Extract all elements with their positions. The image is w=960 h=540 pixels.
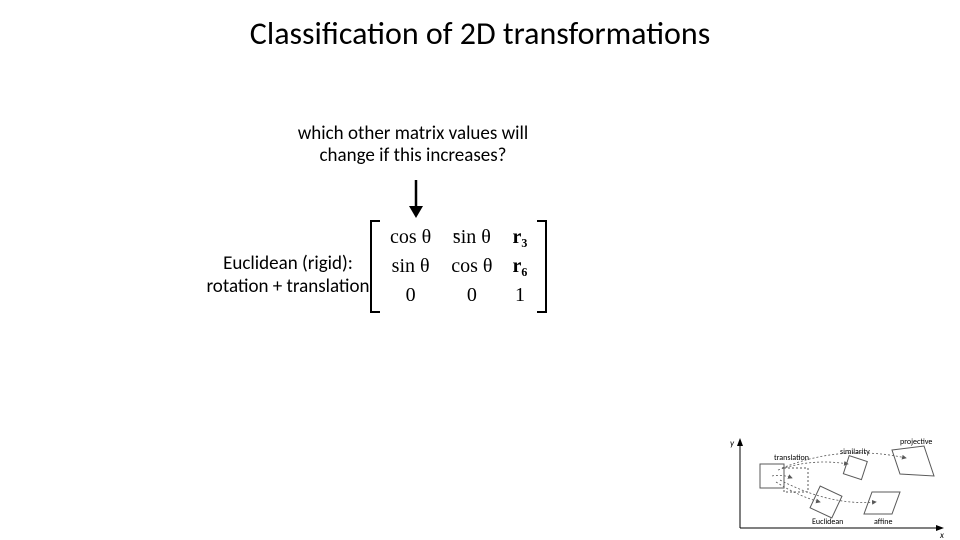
lbl-similarity: similarity [840, 447, 870, 457]
m32: 0 [447, 284, 496, 307]
shape-similarity [843, 456, 867, 480]
question-line2: change if this increases? [320, 144, 507, 167]
shape-affine [864, 492, 900, 514]
shape-projective [892, 446, 934, 476]
lbl-translation: translation [774, 453, 809, 463]
m23: r₆ [509, 255, 532, 278]
lbl-affine: affine [874, 517, 892, 527]
bracket-left [370, 220, 380, 313]
x-axis-label: x [939, 530, 944, 540]
m11: cos θ [386, 226, 435, 249]
minus-overlay: - [453, 222, 459, 243]
m21: sin θ [386, 255, 435, 278]
question-text: which other matrix values will change if… [258, 123, 568, 167]
lbl-projective: projective [900, 437, 932, 447]
shape-euclidean [810, 486, 842, 518]
bracket-right [537, 220, 547, 313]
arrow-1 [772, 475, 792, 478]
question-line1: which other matrix values will [298, 122, 529, 145]
arrow-down-icon [406, 178, 426, 222]
arrow-4 [780, 480, 876, 503]
m22: cos θ [447, 255, 496, 278]
y-axis-label: y [730, 438, 735, 449]
m13: r₃ [509, 226, 532, 249]
slide-title: Classification of 2D transformations [112, 14, 848, 53]
label-line2: rotation + translation [206, 275, 369, 298]
euclidean-label: Euclidean (rigid): rotation + translatio… [178, 253, 398, 299]
lbl-euclidean: Euclidean [812, 517, 843, 527]
arrow-3 [778, 462, 848, 470]
m33: 1 [509, 284, 532, 307]
label-line1: Euclidean (rigid): [223, 252, 353, 275]
slide-root: Classification of 2D transformations whi… [0, 0, 960, 540]
m31: 0 [386, 284, 435, 307]
transformations-diagram: y x translation Euclidean similarity aff… [722, 434, 947, 540]
